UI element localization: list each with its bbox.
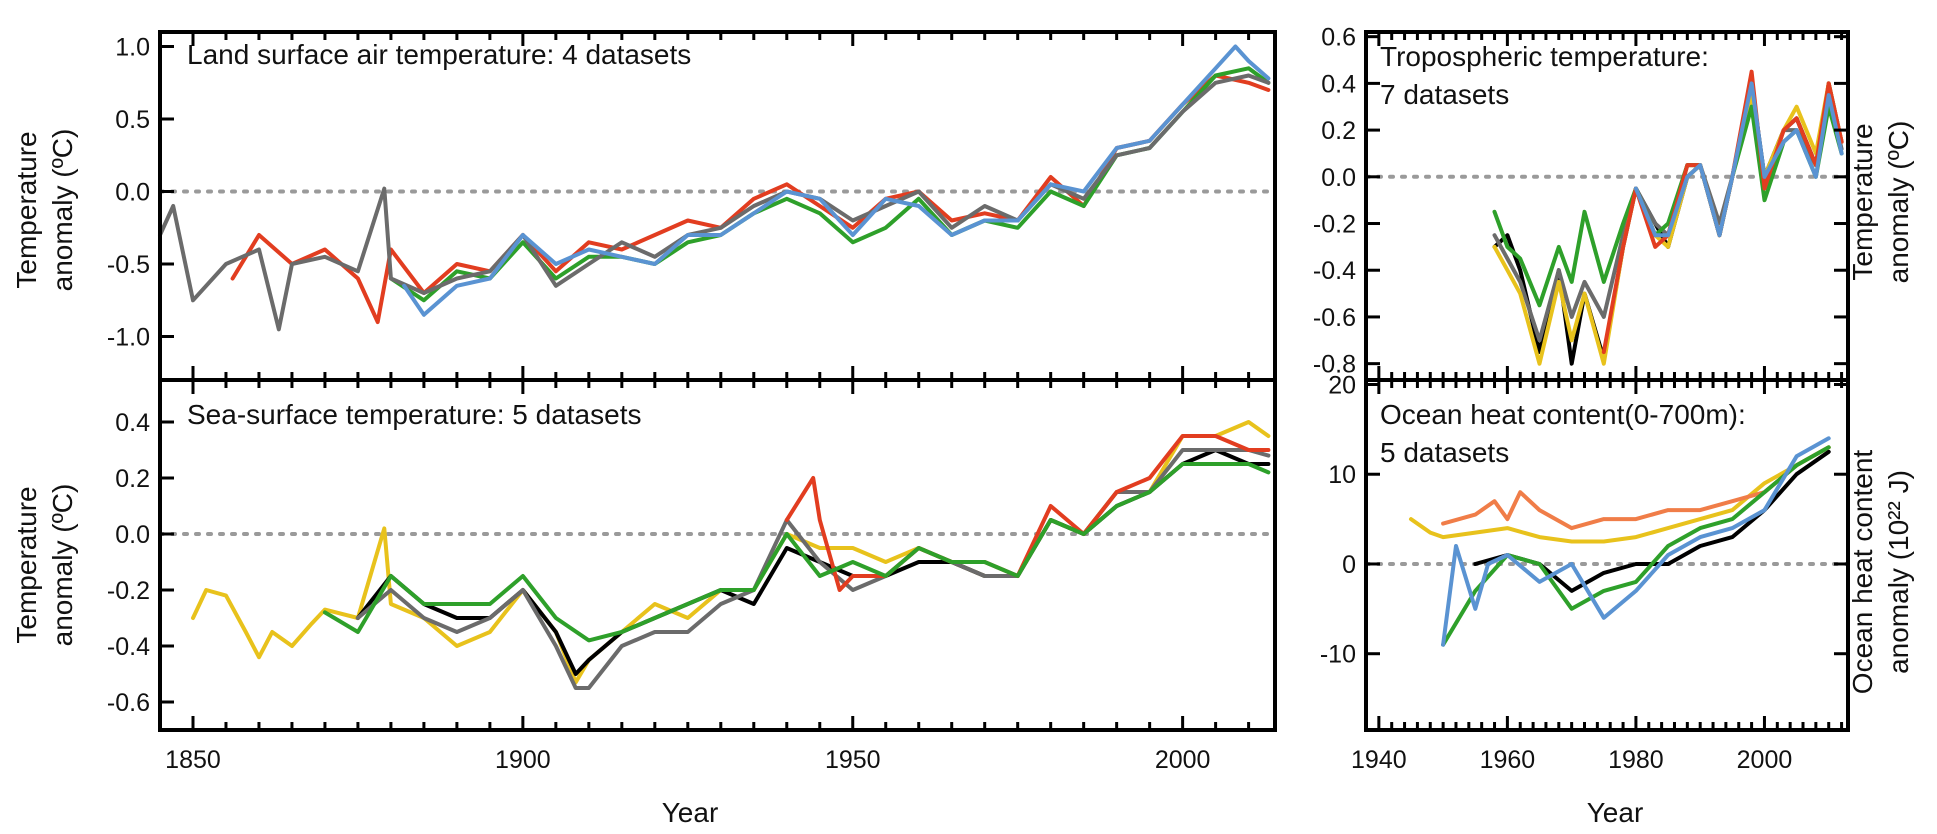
- ytick-label-tropo: 0.6: [1321, 24, 1356, 52]
- xtick-label-sst: 1850: [165, 746, 221, 774]
- panel-title-tropo-line1: Tropospheric temperature:: [1380, 41, 1709, 72]
- ylabel-land-line1: Temperature: [11, 131, 42, 288]
- ytick-label-tropo: 0.0: [1321, 164, 1356, 192]
- ytick-label-sst: -0.2: [107, 577, 150, 605]
- ytick-label-tropo: 0.4: [1321, 70, 1356, 98]
- ylabel-tropo-line1: Temperature: [1847, 123, 1878, 280]
- ytick-label-land: -1.0: [107, 324, 150, 352]
- ytick-label-tropo: 0.2: [1321, 117, 1356, 145]
- series-line-sst-yellow: [191, 420, 1271, 685]
- ylabel-tropo-line2: anomaly (ºC): [1883, 121, 1914, 284]
- ytick-label-ohc: 20: [1328, 371, 1356, 399]
- xtick-label-ohc: 1980: [1608, 746, 1664, 774]
- panel-sst: Sea-surface temperature: 5 datasets Temp…: [11, 378, 1277, 774]
- xtick-label-sst: 1950: [825, 746, 881, 774]
- xlabel-right: Year: [1587, 797, 1644, 828]
- series-line-land-green: [388, 66, 1271, 303]
- series-line-ohc-green: [1441, 445, 1831, 647]
- panel-title-tropo-line2: 7 datasets: [1380, 79, 1509, 110]
- panel-ohc: Ocean heat content(0-700m): 5 datasets O…: [1320, 371, 1914, 774]
- series-line-land-blue: [402, 44, 1271, 317]
- ytick-label-tropo: -0.6: [1313, 304, 1356, 332]
- xtick-label-ohc: 2000: [1737, 746, 1793, 774]
- plot-frame-sst: [158, 378, 1277, 732]
- xlabel-left: Year: [662, 797, 719, 828]
- ylabel-sst-line1: Temperature: [11, 486, 42, 643]
- ylabel-sst-line2: anomaly (ºC): [47, 484, 78, 647]
- ytick-label-sst: 0.2: [115, 465, 150, 493]
- series-line-sst-dark_gray: [355, 448, 1271, 690]
- ytick-label-tropo: -0.2: [1313, 211, 1356, 239]
- series-line-sst-green: [322, 462, 1271, 643]
- panel-title-ohc-line1: Ocean heat content(0-700m):: [1380, 399, 1746, 430]
- ytick-label-sst: 0.4: [115, 409, 150, 437]
- ytick-label-ohc: -10: [1320, 641, 1356, 669]
- ytick-label-tropo: -0.4: [1313, 257, 1356, 285]
- ytick-label-ohc: 10: [1328, 461, 1356, 489]
- series-line-land-red: [230, 73, 1271, 324]
- series-line-ohc-blue: [1441, 436, 1831, 647]
- ytick-label-land: 1.0: [115, 34, 150, 62]
- ytick-label-sst: -0.4: [107, 633, 150, 661]
- panel-title-ohc-line2: 5 datasets: [1380, 437, 1509, 468]
- plot-frame-land: [158, 30, 1277, 382]
- ytick-label-land: -0.5: [107, 251, 150, 279]
- plot-frame-ohc: [1364, 378, 1850, 732]
- panel-title-land: Land surface air temperature: 4 datasets: [187, 39, 691, 70]
- series-line-land-dark_gray: [158, 73, 1271, 332]
- ytick-label-ohc: 0: [1342, 551, 1356, 579]
- panel-tropo: Tropospheric temperature: 7 datasets Tem…: [1313, 24, 1914, 382]
- xtick-label-ohc: 1960: [1480, 746, 1536, 774]
- series-line-ohc-orange: [1441, 445, 1831, 531]
- ylabel-ohc-line1: Ocean heat content: [1847, 450, 1878, 695]
- xtick-label-ohc: 1940: [1351, 746, 1407, 774]
- ylabel-land-line2: anomaly (ºC): [47, 129, 78, 292]
- ylabel-ohc-line2: anomaly (10²² J): [1883, 470, 1914, 674]
- ytick-label-land: 0.5: [115, 106, 150, 134]
- ytick-label-land: 0.0: [115, 179, 150, 207]
- series-line-ohc-yellow: [1409, 445, 1831, 544]
- series-line-tropo-blue: [1633, 81, 1844, 238]
- xtick-label-sst: 1900: [495, 746, 551, 774]
- panel-title-sst: Sea-surface temperature: 5 datasets: [187, 399, 641, 430]
- series-line-tropo-yellow: [1492, 81, 1844, 366]
- ytick-label-sst: -0.6: [107, 689, 150, 717]
- panel-land: Land surface air temperature: 4 datasets…: [11, 30, 1277, 382]
- ytick-label-sst: 0.0: [115, 521, 150, 549]
- ytick-label-tropo: -0.8: [1313, 351, 1356, 379]
- xtick-label-sst: 2000: [1155, 746, 1211, 774]
